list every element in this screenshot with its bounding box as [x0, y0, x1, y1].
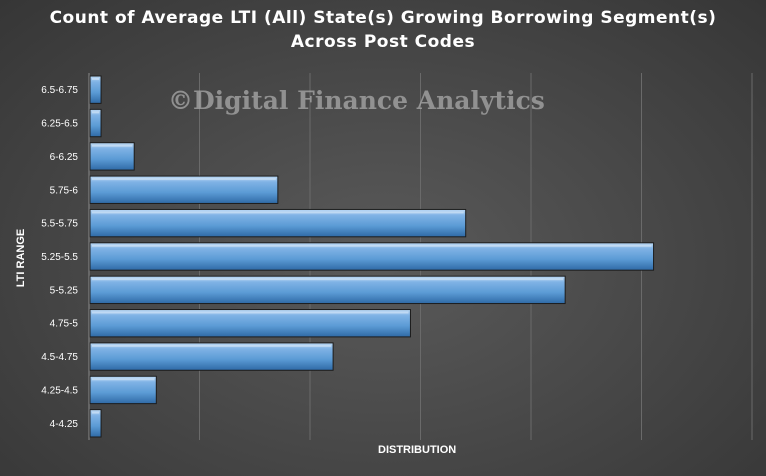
y-tick-label: 4.75-5: [50, 319, 79, 330]
y-tick-label: 5.25-5.5: [41, 252, 78, 263]
bar-4.75-5: [89, 309, 411, 338]
bar-highlight-5.75-6: [92, 178, 276, 181]
bars: [89, 75, 655, 438]
y-tick-label: 5.75-6: [50, 185, 79, 196]
x-axis-title: DISTRIBUTION: [378, 444, 457, 456]
bar-highlight-6.25-6.5: [92, 111, 100, 114]
bar-6.5-6.75: [89, 75, 102, 104]
y-tick-label: 4.25-4.5: [41, 385, 78, 396]
chart-title-line-1: Count of Average LTI (All) State(s) Grow…: [49, 8, 717, 28]
y-axis-title: LTI RANGE: [15, 228, 27, 288]
bar-5.75-6: [89, 175, 279, 204]
bar-6-6.25: [89, 142, 135, 171]
y-tick-label: 4.5-4.75: [41, 352, 78, 363]
bar-5.5-5.75: [89, 208, 467, 238]
bar-highlight-4.75-5: [92, 311, 409, 314]
bar-highlight-4.25-4.5: [92, 378, 155, 381]
y-tick-labels: 4-4.25 4.25-4.5 4.5-4.75 4.75-5 5-5.25 5.25-5…: [41, 85, 78, 430]
bar-5-5.25: [89, 275, 566, 305]
bar-highlight-6.5-6.75: [92, 78, 100, 81]
chart-title: Count of Average LTI (All) State(s) Grow…: [0, 6, 766, 54]
y-tick-label: 6-6.25: [50, 152, 79, 163]
bar-highlight-4.5-4.75: [92, 344, 332, 347]
bar-4-4.25: [89, 409, 102, 438]
bar-highlight-4-4.25: [92, 411, 100, 414]
bar-highlight-5.25-5.5: [92, 244, 652, 247]
chart-title-line-2: Across Post Codes: [290, 32, 476, 52]
y-tick-label: 6.5-6.75: [41, 85, 78, 96]
bar-4.25-4.5: [89, 375, 157, 405]
y-tick-label: 6.25-6.5: [41, 119, 78, 130]
bar-6.25-6.5: [89, 108, 102, 138]
bar-4.5-4.75: [89, 342, 334, 371]
y-tick-label: 5.5-5.75: [41, 219, 78, 230]
watermark: ©Digital Finance Analytics: [168, 86, 545, 115]
bar-highlight-5-5.25: [92, 278, 564, 281]
bar-5.25-5.5: [89, 242, 655, 271]
bar-highlight-5.5-5.75: [92, 211, 464, 214]
bar-highlight-6-6.25: [92, 144, 133, 147]
y-tick-label: 5-5.25: [50, 285, 79, 296]
y-tick-label: 4-4.25: [50, 419, 79, 430]
